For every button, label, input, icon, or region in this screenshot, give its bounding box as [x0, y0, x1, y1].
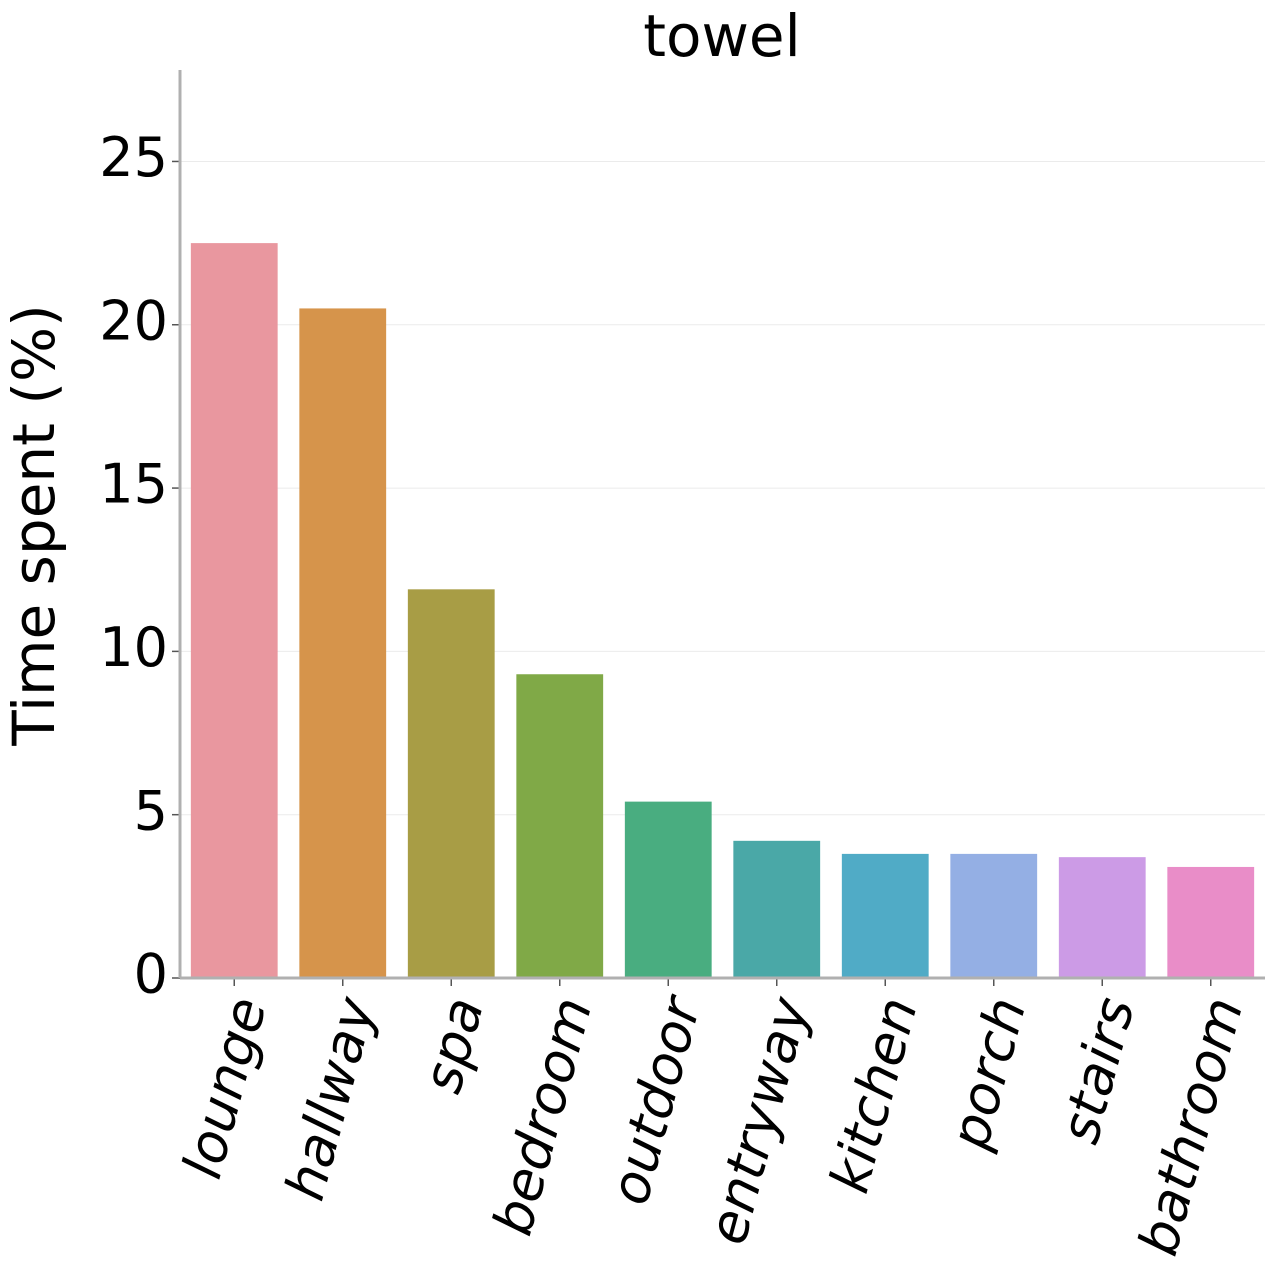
y-tick-label: 25: [99, 126, 168, 189]
bar: [299, 308, 387, 978]
bar: [950, 853, 1038, 978]
y-tick-label: 15: [99, 453, 168, 516]
bar: [624, 801, 712, 978]
x-tick-label: kitchen: [818, 991, 930, 1199]
bar: [1058, 857, 1146, 978]
bar: [1167, 866, 1255, 978]
x-tick-label: spa: [410, 991, 496, 1100]
bar: [190, 243, 278, 978]
chart-title: towel: [643, 2, 800, 70]
x-tick-label: hallway: [273, 990, 388, 1207]
y-tick-label: 5: [134, 779, 168, 842]
bar: [841, 853, 929, 978]
y-tick-label: 0: [134, 943, 168, 1006]
bar: [516, 674, 604, 978]
y-tick-label: 20: [99, 289, 168, 352]
bar: [733, 840, 821, 978]
x-tick-label: entryway: [695, 990, 821, 1251]
x-tick-label: porch: [938, 991, 1039, 1156]
y-axis-label: Time spent (%): [0, 304, 68, 746]
x-tick-label: outdoor: [597, 988, 713, 1211]
x-tick-label: bathroom: [1126, 991, 1255, 1262]
x-tick-label: stairs: [1048, 991, 1147, 1150]
x-tick-label: bedroom: [481, 991, 605, 1242]
bar: [407, 589, 495, 978]
x-tick-label: lounge: [170, 991, 278, 1185]
y-tick-label: 10: [99, 616, 168, 679]
